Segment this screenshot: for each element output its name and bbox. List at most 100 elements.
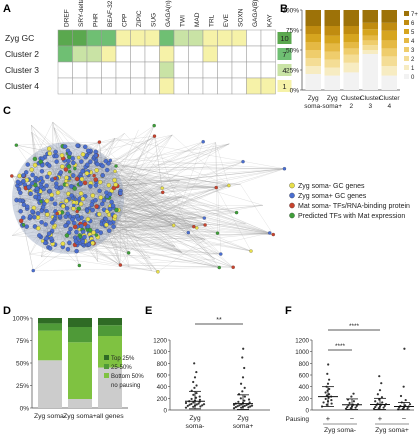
bar-segment [305, 74, 321, 90]
y-tick-label: 100% [12, 316, 29, 323]
data-point [192, 380, 195, 384]
bar-segment [381, 30, 397, 41]
network-node [65, 247, 71, 252]
network-node [47, 163, 52, 168]
heatmap-cell [57, 45, 73, 63]
data-point [248, 401, 251, 404]
heatmap-cell [130, 45, 146, 63]
network-edge [16, 141, 100, 146]
data-point [195, 370, 198, 374]
network-edge [74, 168, 241, 185]
network-edge [30, 254, 158, 272]
data-point [201, 404, 204, 407]
data-point [326, 372, 329, 375]
network-edge [43, 211, 218, 234]
data-point [240, 406, 243, 409]
network-node [45, 212, 50, 217]
bar-segment [305, 34, 321, 42]
data-point [350, 395, 353, 398]
heatmap-cell [115, 77, 131, 95]
data-point [378, 389, 382, 392]
bar-segment [343, 48, 359, 55]
heatmap-cell [217, 29, 233, 47]
y-tick-label: 25% [16, 383, 29, 390]
data-point [406, 407, 409, 410]
data-point [377, 407, 380, 410]
network-edge [78, 157, 121, 266]
network-edge [65, 185, 229, 228]
network-edge [124, 136, 155, 179]
heatmap-cell [260, 29, 276, 47]
bar-segment [68, 327, 92, 343]
bar-segment [38, 323, 62, 331]
network-node [87, 206, 92, 210]
network-node [74, 176, 80, 182]
network-node [40, 239, 45, 243]
network-node [67, 240, 72, 245]
heatmap-row-label: Zyg GC [5, 33, 34, 43]
network-node [44, 174, 50, 180]
network-edge [97, 261, 158, 272]
heatmap-cell [57, 29, 73, 47]
heatmap-cell [188, 29, 204, 47]
y-tick-label: 1000 [295, 349, 309, 356]
heatmap-cell [86, 45, 102, 63]
network-node [24, 224, 29, 229]
heatmap-cell [246, 45, 262, 63]
network-edge [108, 177, 206, 240]
network-node [64, 179, 68, 183]
network-node [63, 167, 69, 172]
legend-label: Bottom 50% [111, 374, 144, 380]
network-edge [30, 179, 217, 188]
heatmap-total-badge [277, 32, 292, 44]
network-edge [17, 211, 174, 226]
network-node [55, 190, 61, 195]
data-point [327, 393, 331, 396]
network-edge [181, 232, 270, 253]
network-edge [120, 264, 234, 268]
network-node [35, 211, 41, 216]
data-point [402, 385, 405, 388]
network-edge [38, 151, 163, 189]
data-point [328, 387, 331, 391]
network-edge [215, 142, 221, 255]
network-node [98, 179, 103, 185]
network-node [104, 167, 110, 173]
network-edge [72, 138, 116, 199]
heatmap-cell [86, 29, 102, 47]
network-node [60, 241, 66, 246]
network-edge [28, 136, 155, 215]
network-node [160, 186, 164, 190]
network-node [195, 226, 199, 230]
heatmap-cell [260, 61, 276, 79]
network-node [47, 171, 52, 176]
heatmap-cell [202, 61, 218, 79]
heatmap-row-label: Cluster 4 [5, 81, 39, 91]
network-node [171, 223, 176, 228]
data-point [328, 378, 331, 381]
data-point [199, 405, 202, 408]
network-edge [111, 125, 155, 221]
heatmap-cell [101, 77, 117, 95]
network-node [32, 162, 38, 168]
network-node [47, 151, 52, 156]
network-node [109, 199, 114, 205]
heatmap-cell [144, 61, 160, 79]
network-node [217, 265, 221, 270]
network-node [18, 190, 23, 196]
data-point [404, 398, 407, 402]
network-edge [134, 136, 155, 185]
network-node [73, 166, 77, 171]
heatmap-column-label: KAY [266, 14, 273, 27]
network-node [59, 153, 65, 158]
network-edge [99, 142, 109, 216]
data-point [194, 396, 198, 399]
network-node [53, 149, 58, 155]
network-node [203, 223, 207, 227]
network-edge [114, 171, 215, 260]
network-edge [70, 235, 121, 266]
network-edge [54, 218, 71, 244]
heatmap-row-label: Cluster 2 [5, 49, 39, 59]
data-point [380, 396, 384, 399]
network-node [72, 186, 77, 191]
